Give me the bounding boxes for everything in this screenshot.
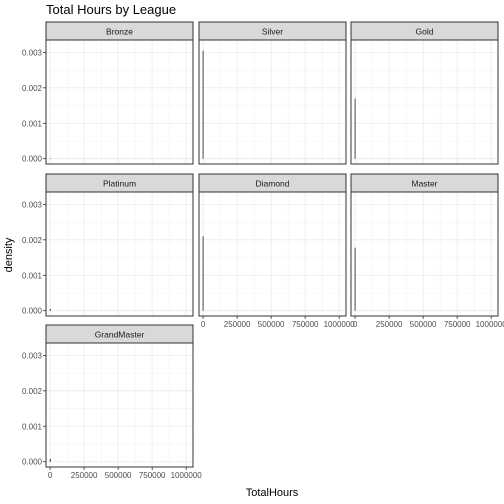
- x-tick-label: 750000: [292, 320, 319, 329]
- facet-strip: [198, 21, 347, 41]
- panel-background: [199, 192, 346, 316]
- facet-strip: [198, 173, 347, 193]
- facet-strip: [45, 324, 194, 344]
- x-tick-label: 0: [353, 320, 358, 329]
- facet-strip: [350, 173, 499, 193]
- y-tick-label: 0.002: [22, 387, 43, 396]
- y-tick-label: 0.001: [22, 422, 43, 431]
- facet-label-silver: Silver: [262, 27, 283, 37]
- x-axis-title: TotalHours: [246, 487, 299, 499]
- facet-gold: Gold: [350, 21, 499, 165]
- facet-bronze: Bronze 0.000 0.001 0.002 0.003: [22, 21, 194, 165]
- x-tick-label: 1000000: [171, 471, 203, 480]
- facet-silver: Silver: [198, 21, 347, 165]
- x-tick-label: 250000: [376, 320, 403, 329]
- x-tick-label: 500000: [105, 471, 132, 480]
- panel-background: [46, 40, 193, 164]
- panel-background: [46, 192, 193, 316]
- facet-label-bronze: Bronze: [106, 27, 133, 37]
- facet-grandmaster: GrandMaster 0.000 0.001 0.002 0.003 0 250000 50…: [22, 324, 203, 480]
- x-tick-label: 250000: [224, 320, 251, 329]
- x-tick-label: 750000: [444, 320, 471, 329]
- x-tick-label: 500000: [410, 320, 437, 329]
- facet-label-master: Master: [412, 179, 438, 189]
- facet-label-diamond: Diamond: [255, 179, 289, 189]
- x-tick-label: 250000: [71, 471, 98, 480]
- facet-label-platinum: Platinum: [103, 179, 136, 189]
- y-axis-title: density: [3, 237, 15, 272]
- facet-platinum: Platinum 0.000 0.001 0.002 0.003: [22, 173, 194, 317]
- facet-strip: [45, 21, 194, 41]
- y-tick-label: 0.002: [22, 236, 43, 245]
- x-tick-label: 1000000: [324, 320, 356, 329]
- x-tick-label: 0: [201, 320, 206, 329]
- facet-label-grandmaster: GrandMaster: [95, 330, 145, 340]
- panel-background: [46, 343, 193, 467]
- facet-label-gold: Gold: [416, 27, 434, 37]
- panel-background: [351, 192, 498, 316]
- y-tick-label: 0.000: [22, 307, 43, 316]
- x-tick-label: 500000: [258, 320, 285, 329]
- facet-master: Master 0 250000 500000 750000 1000000: [350, 173, 504, 329]
- x-tick-label: 750000: [139, 471, 166, 480]
- x-tick-label: 1000000: [476, 320, 504, 329]
- y-tick-label: 0.003: [22, 200, 43, 209]
- facet-diamond: Diamond 0 250000 500000 750000 1000000: [198, 173, 356, 329]
- y-tick-label: 0.003: [22, 48, 43, 57]
- y-tick-label: 0.001: [22, 271, 43, 280]
- x-tick-label: 0: [48, 471, 53, 480]
- y-tick-label: 0.000: [22, 155, 43, 164]
- y-tick-label: 0.002: [22, 84, 43, 93]
- y-tick-label: 0.003: [22, 351, 43, 360]
- chart-title: Total Hours by League: [46, 2, 176, 17]
- panel-background: [199, 40, 346, 164]
- facet-strip: [350, 21, 499, 41]
- facet-panels: Bronze 0.000 0.001 0.002 0.003 Silver Gold Plat…: [22, 21, 504, 480]
- y-tick-label: 0.001: [22, 119, 43, 128]
- facet-strip: [45, 173, 194, 193]
- y-tick-label: 0.000: [22, 458, 43, 467]
- panel-background: [351, 40, 498, 164]
